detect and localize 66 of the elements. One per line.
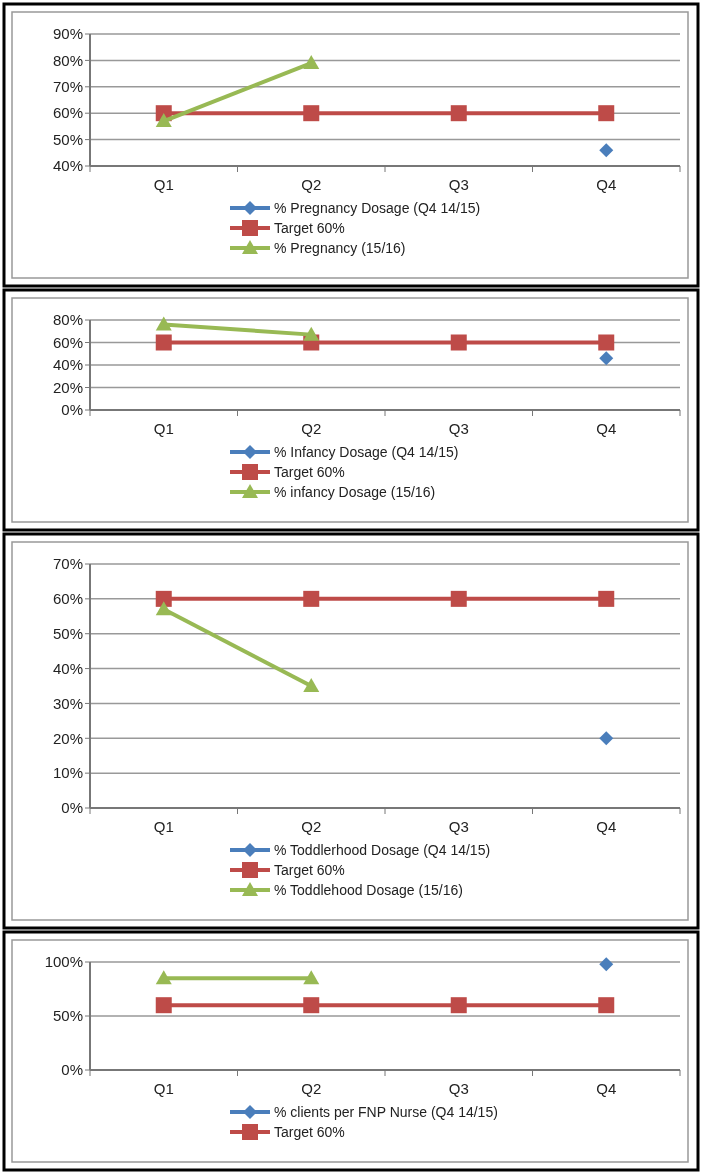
point — [155, 334, 172, 351]
y-tick-label: 70% — [52, 78, 83, 96]
legend-label: % Toddlerhood Dosage (Q4 14/15) — [274, 841, 491, 858]
point — [450, 105, 467, 122]
x-tick-label: Q1 — [153, 420, 174, 437]
x-tick-label: Q4 — [596, 420, 617, 437]
point — [599, 731, 614, 746]
y-tick-label: 10% — [52, 764, 83, 782]
y-tick-label: 70% — [52, 555, 83, 573]
legend-label: % Toddlehood Dosage (15/16) — [274, 881, 463, 898]
y-tick-label: 30% — [52, 694, 83, 712]
x-tick-label: Q3 — [448, 176, 469, 193]
point — [599, 143, 614, 158]
legend-label: % infancy Dosage (15/16) — [274, 483, 436, 500]
legend-label: Target 60% — [274, 861, 345, 878]
legend-label: % clients per FNP Nurse (Q4 14/15) — [274, 1103, 498, 1120]
x-tick-label: Q1 — [153, 176, 174, 193]
point — [450, 997, 467, 1014]
y-tick-label: 60% — [52, 104, 83, 122]
point — [599, 957, 614, 972]
x-tick-label: Q2 — [301, 176, 322, 193]
point — [450, 334, 467, 351]
legend-label: % Pregnancy (15/16) — [274, 239, 406, 256]
y-tick-label: 100% — [44, 953, 83, 971]
y-tick-label: 40% — [52, 157, 83, 175]
y-tick-label: 90% — [52, 25, 83, 43]
y-tick-label: 0% — [61, 799, 83, 817]
y-tick-label: 60% — [52, 590, 83, 608]
legend-label: Target 60% — [274, 463, 345, 480]
y-tick-label: 50% — [52, 1007, 83, 1025]
y-tick-label: 60% — [52, 333, 83, 351]
y-tick-label: 40% — [52, 659, 83, 677]
point — [303, 105, 320, 122]
y-tick-label: 80% — [52, 311, 83, 329]
y-tick-label: 0% — [61, 401, 83, 419]
x-tick-label: Q2 — [301, 818, 322, 835]
y-tick-label: 20% — [52, 729, 83, 747]
point — [598, 334, 615, 351]
point — [155, 997, 172, 1014]
point — [450, 590, 467, 607]
legend-label: % Infancy Dosage (Q4 14/15) — [274, 443, 459, 460]
point — [303, 997, 320, 1014]
x-tick-label: Q2 — [301, 1080, 322, 1097]
y-tick-label: 40% — [52, 356, 83, 374]
x-tick-label: Q2 — [301, 420, 322, 437]
y-tick-label: 50% — [52, 624, 83, 642]
x-tick-label: Q4 — [596, 176, 617, 193]
y-tick-label: 0% — [61, 1061, 83, 1079]
x-tick-label: Q1 — [153, 818, 174, 835]
x-tick-label: Q3 — [448, 420, 469, 437]
point — [303, 590, 320, 607]
x-tick-label: Q3 — [448, 1080, 469, 1097]
x-tick-label: Q4 — [596, 818, 617, 835]
legend-label: Target 60% — [274, 1123, 345, 1140]
point — [598, 590, 615, 607]
y-tick-label: 20% — [52, 378, 83, 396]
y-tick-label: 80% — [52, 51, 83, 69]
point — [599, 351, 614, 366]
legend-label: % Pregnancy Dosage (Q4 14/15) — [274, 199, 481, 216]
y-tick-label: 50% — [52, 130, 83, 148]
x-tick-label: Q3 — [448, 818, 469, 835]
x-tick-label: Q4 — [596, 1080, 617, 1097]
point — [598, 997, 615, 1014]
legend-label: Target 60% — [274, 219, 345, 236]
point — [598, 105, 615, 122]
x-tick-label: Q1 — [153, 1080, 174, 1097]
